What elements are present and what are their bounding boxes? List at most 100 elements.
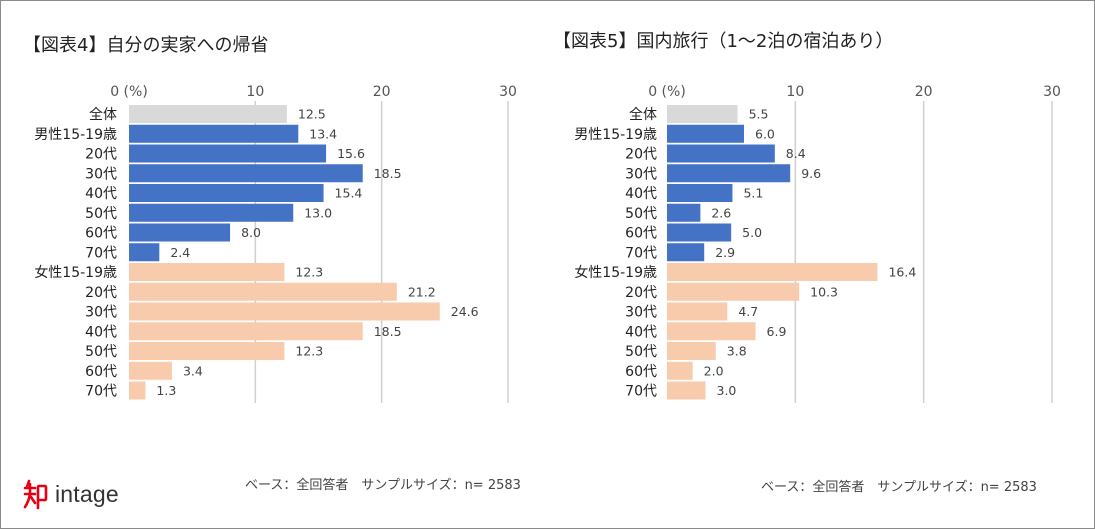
bar-8: [129, 243, 160, 262]
value-label-6: 13.0: [304, 205, 332, 220]
bar-6: [129, 203, 294, 222]
x-tick-label-0: 0 (%): [110, 84, 148, 100]
category-label-12: 40代: [625, 324, 657, 340]
category-label-5: 40代: [625, 186, 657, 202]
intage-logo-text: intage: [55, 480, 119, 507]
bar-14: [667, 361, 693, 380]
bar-3: [129, 144, 327, 163]
value-label-12: 18.5: [374, 324, 402, 339]
value-label-7: 8.0: [241, 225, 261, 240]
value-label-10: 10.3: [810, 284, 838, 299]
value-label-15: 3.0: [717, 383, 737, 398]
category-label-8: 70代: [85, 245, 117, 261]
x-tick-label-30: 30: [1043, 84, 1061, 100]
bar-8: [667, 243, 705, 262]
value-label-10: 21.2: [408, 284, 436, 299]
bar-10: [129, 282, 397, 301]
x-tick-label-10: 10: [246, 84, 264, 100]
chart-title-fig5: 【図表5】国内旅行（1～2泊の宿泊あり）: [553, 31, 894, 52]
bar-15: [667, 381, 706, 400]
category-label-10: 20代: [625, 285, 657, 301]
bar-4: [667, 164, 791, 183]
category-label-6: 50代: [625, 206, 657, 222]
category-label-1: 全体: [629, 106, 657, 123]
bar-12: [129, 322, 363, 341]
value-label-8: 2.4: [170, 245, 190, 260]
value-label-4: 9.6: [801, 166, 821, 181]
bar-3: [667, 144, 775, 163]
bar-5: [129, 184, 324, 202]
category-label-11: 30代: [85, 305, 117, 321]
value-label-5: 5.1: [743, 186, 763, 201]
category-label-15: 70代: [625, 384, 657, 400]
value-label-2: 6.0: [755, 126, 775, 141]
category-label-12: 40代: [85, 324, 117, 340]
category-label-4: 30代: [625, 166, 657, 182]
value-label-6: 2.6: [711, 205, 731, 220]
bar-4: [129, 164, 363, 183]
bar-5: [667, 184, 733, 202]
value-label-13: 3.8: [727, 344, 747, 359]
category-label-9: 女性15-19歳: [34, 264, 117, 281]
bar-1: [667, 105, 738, 123]
bar-14: [129, 361, 172, 380]
bar-1: [129, 105, 287, 123]
value-label-4: 18.5: [374, 166, 402, 181]
category-label-1: 全体: [89, 106, 117, 123]
bar-11: [129, 302, 440, 321]
x-tick-label-0: 0 (%): [648, 84, 686, 100]
x-tick-label-20: 20: [915, 84, 933, 100]
category-label-4: 30代: [85, 166, 117, 182]
category-label-5: 40代: [85, 186, 117, 202]
category-label-11: 30代: [625, 305, 657, 321]
bar-9: [667, 263, 878, 281]
value-label-13: 12.3: [295, 344, 323, 359]
category-label-2: 男性15-19歳: [574, 127, 657, 143]
footnote-fig4: ベース：全回答者 サンプルサイズ：n= 2583: [245, 478, 521, 493]
bar-10: [667, 282, 800, 301]
bar-2: [129, 124, 299, 143]
bar-11: [667, 302, 728, 321]
value-label-14: 2.0: [704, 363, 724, 378]
x-tick-label-20: 20: [373, 84, 391, 100]
value-label-1: 12.5: [298, 107, 326, 122]
category-label-3: 20代: [625, 147, 657, 163]
bar-9: [129, 263, 285, 281]
value-label-5: 15.4: [335, 186, 363, 201]
category-label-13: 50代: [85, 344, 117, 360]
value-label-15: 1.3: [156, 383, 176, 398]
category-label-6: 50代: [85, 206, 117, 222]
value-label-3: 8.4: [786, 146, 806, 161]
value-label-11: 4.7: [738, 304, 758, 319]
chart-title-fig4: 【図表4】自分の実家への帰省: [23, 35, 269, 56]
value-label-3: 15.6: [337, 146, 365, 161]
footnote-fig5: ベース：全回答者 サンプルサイズ：n= 2583: [761, 480, 1037, 495]
bar-15: [129, 381, 146, 400]
intage-logo: intage: [23, 476, 119, 512]
x-tick-label-10: 10: [786, 84, 804, 100]
value-label-9: 16.4: [888, 265, 916, 280]
value-label-8: 2.9: [715, 245, 735, 260]
value-label-9: 12.3: [295, 265, 323, 280]
x-tick-label-30: 30: [499, 84, 517, 100]
category-label-7: 60代: [85, 226, 117, 242]
bar-7: [129, 223, 231, 242]
bar-12: [667, 322, 756, 341]
bar-7: [667, 223, 732, 242]
category-label-15: 70代: [85, 384, 117, 400]
intage-logo-mark-icon: [23, 479, 48, 510]
category-label-13: 50代: [625, 344, 657, 360]
category-label-7: 60代: [625, 226, 657, 242]
value-label-12: 6.9: [767, 324, 787, 339]
category-label-2: 男性15-19歳: [34, 127, 117, 143]
bar-13: [129, 342, 285, 360]
category-label-14: 60代: [625, 364, 657, 380]
bar-13: [667, 342, 716, 360]
category-label-14: 60代: [85, 364, 117, 380]
bar-6: [667, 203, 701, 222]
value-label-11: 24.6: [451, 304, 479, 319]
category-label-8: 70代: [625, 245, 657, 261]
